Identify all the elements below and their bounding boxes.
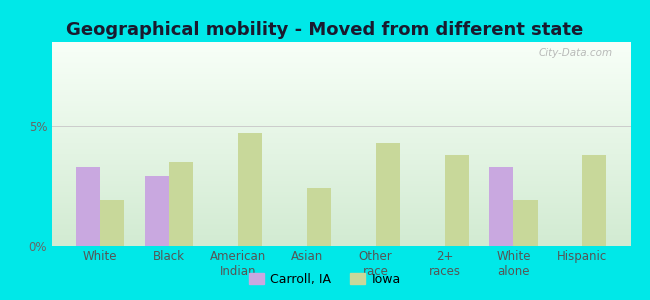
Text: City-Data.com: City-Data.com	[539, 48, 613, 58]
Legend: Carroll, IA, Iowa: Carroll, IA, Iowa	[244, 268, 406, 291]
Bar	[376, 143, 400, 246]
Bar	[238, 133, 262, 246]
Text: Geographical mobility - Moved from different state: Geographical mobility - Moved from diffe…	[66, 21, 584, 39]
Bar	[100, 200, 124, 246]
Bar	[582, 155, 606, 246]
Bar	[514, 200, 538, 246]
Bar	[145, 176, 169, 246]
Bar	[169, 162, 193, 246]
Bar	[76, 167, 100, 246]
Bar	[307, 188, 331, 246]
Bar	[445, 155, 469, 246]
Bar	[489, 167, 514, 246]
